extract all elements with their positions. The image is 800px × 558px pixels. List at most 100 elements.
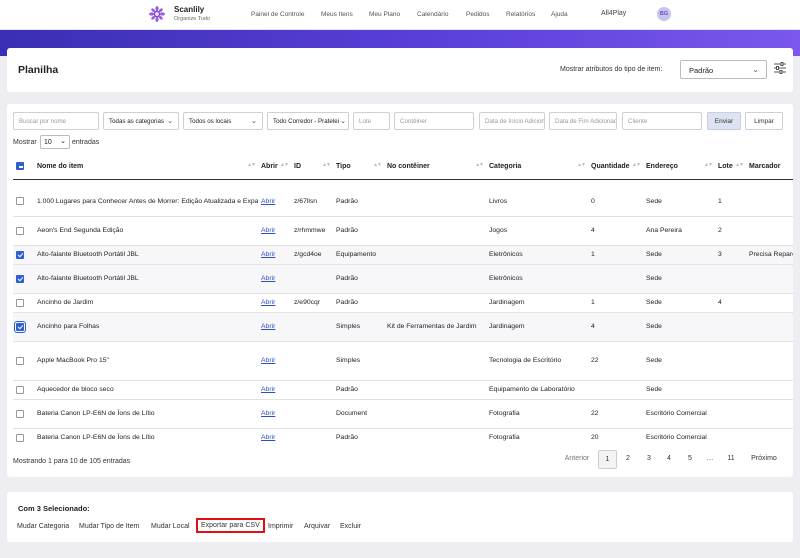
cell-name: Aeon's End Segunda Edição	[34, 216, 258, 246]
end-date-added-input[interactable]: Data de Fim Adicionado	[549, 112, 617, 130]
open-item-link[interactable]: Abrir	[261, 197, 276, 205]
select-all-checkbox[interactable]	[16, 162, 24, 171]
col-header-quantity[interactable]: Quantidade ▲▼	[588, 154, 643, 180]
col-header-container[interactable]: No contêiner ▲▼	[384, 154, 486, 180]
row-checkbox[interactable]	[16, 356, 24, 365]
cell-container	[384, 245, 486, 265]
table-row[interactable]: Aquecedor de bloco seco Abrir Padrão Equ…	[13, 380, 793, 400]
pagination-previous[interactable]: Anterior	[564, 455, 590, 462]
category-filter-select[interactable]: Todas as categorias ⌄	[103, 112, 179, 130]
table-row[interactable]: 1.000 Lugares para Conhecer Antes de Mor…	[13, 187, 793, 217]
cell-quantity: 20	[588, 428, 643, 442]
cell-quantity: 22	[588, 399, 643, 429]
pagination-page-1[interactable]: 1	[598, 450, 617, 469]
cell-category: Tecnologia de Escritório	[486, 341, 588, 381]
change-category-action[interactable]: Mudar Categoria	[17, 523, 70, 530]
open-item-link[interactable]: Abrir	[261, 227, 276, 234]
row-checkbox[interactable]	[16, 226, 24, 235]
entries-per-page-select[interactable]: 10 ⌄	[40, 135, 70, 149]
nav-link-my-plan[interactable]: Meu Plano	[369, 11, 401, 18]
open-item-link[interactable]: Abrir	[261, 299, 276, 306]
row-select-cell	[13, 341, 34, 381]
table-row[interactable]: Bateria Canon LP-E6N de Íons de Lítio Ab…	[13, 399, 793, 429]
client-input[interactable]: Cliente	[622, 112, 702, 130]
cell-quantity: 22	[588, 341, 643, 381]
pagination-page-4[interactable]: 4	[667, 455, 671, 462]
export-csv-action[interactable]: Exportar para CSV	[196, 518, 265, 533]
submit-button[interactable]: Enviar	[707, 112, 741, 130]
open-item-link[interactable]: Abrir	[261, 275, 276, 282]
scanlily-logo-icon[interactable]	[149, 6, 165, 22]
start-date-added-input[interactable]: Data de Início Adicionado	[479, 112, 545, 130]
row-checkbox[interactable]	[16, 197, 24, 206]
aisle-shelf-filter-select[interactable]: Todo Corredor - Pratelei ⌄	[267, 112, 349, 130]
pagination-page-3[interactable]: 3	[647, 455, 651, 462]
open-item-link[interactable]: Abrir	[261, 323, 276, 330]
table-row[interactable]: Bateria Canon LP-E6N de Íons de Lítio Ab…	[13, 428, 793, 442]
lot-input[interactable]: Lote	[353, 112, 390, 130]
nav-link-help[interactable]: Ajuda	[551, 11, 568, 18]
container-input[interactable]: Contêiner	[394, 112, 474, 130]
open-item-link[interactable]: Abrir	[261, 386, 276, 393]
row-checkbox[interactable]	[14, 320, 26, 333]
open-item-link[interactable]: Abrir	[261, 357, 276, 364]
account-name[interactable]: All4Play	[601, 10, 627, 17]
pagination-page-5[interactable]: 5	[688, 455, 692, 462]
col-header-id[interactable]: ID ▲▼	[291, 154, 333, 180]
table-row[interactable]: Alto-falante Bluetooth Portátil JBL Abri…	[13, 245, 793, 265]
cell-lot	[715, 341, 746, 381]
table-row[interactable]: Ancinho de Jardim Abrir z/e90cqr Padrão …	[13, 293, 793, 313]
row-checkbox[interactable]	[16, 250, 24, 259]
col-header-name[interactable]: Nome do item ▲▼	[34, 154, 258, 180]
delete-action[interactable]: Excluir	[340, 523, 362, 530]
table-row[interactable]: Aeon's End Segunda Edição Abrir z/rhmmwe…	[13, 216, 793, 246]
location-filter-select[interactable]: Todos os locais ⌄	[183, 112, 263, 130]
nav-link-reports[interactable]: Relatórios	[506, 11, 536, 18]
bulk-actions-card: Com 3 Selecionado: Mudar Categoria Mudar…	[7, 492, 793, 542]
print-action[interactable]: Imprimir	[268, 523, 294, 530]
cell-type: Padrão	[333, 216, 384, 246]
user-avatar[interactable]: BG	[657, 7, 671, 21]
archive-action[interactable]: Arquivar	[304, 523, 331, 530]
row-select-cell	[13, 216, 34, 246]
chevron-down-icon: ⌄	[752, 65, 759, 74]
cell-open: Abrir	[258, 312, 291, 342]
nav-link-my-items[interactable]: Meus Itens	[321, 11, 353, 18]
table-row[interactable]: Alto-falante Bluetooth Portátil JBL Abri…	[13, 264, 793, 294]
brand-name[interactable]: Scanlily	[174, 5, 205, 14]
row-checkbox[interactable]	[16, 433, 24, 442]
row-checkbox[interactable]	[16, 274, 24, 283]
table-row[interactable]: Apple MacBook Pro 15" Abrir Simples Tecn…	[13, 341, 793, 381]
search-by-name-input[interactable]: Buscar por nome	[13, 112, 99, 130]
table-row[interactable]: Ancinho para Folhas Abrir Simples Kit de…	[13, 312, 793, 342]
pagination-next[interactable]: Próximo	[751, 455, 777, 462]
cell-id: z/e90cqr	[291, 293, 333, 313]
col-header-open[interactable]: Abrir ▲▼	[258, 154, 291, 180]
change-item-type-action[interactable]: Mudar Tipo de Item	[79, 523, 140, 530]
open-item-link[interactable]: Abrir	[261, 434, 276, 441]
nav-link-dashboard[interactable]: Painel de Controle	[251, 11, 305, 18]
change-location-action[interactable]: Mudar Local	[151, 523, 190, 530]
item-type-select[interactable]: Padrão ⌄	[680, 60, 767, 79]
clear-button[interactable]: Limpar	[745, 112, 783, 130]
pagination-page-11[interactable]: 11	[727, 455, 735, 462]
cell-address: Sede	[643, 187, 715, 217]
nav-link-calendar[interactable]: Calendário	[417, 11, 449, 18]
row-checkbox[interactable]	[16, 298, 24, 307]
open-item-link[interactable]: Abrir	[261, 410, 276, 417]
col-header-lot[interactable]: Lote ▲▼	[715, 154, 746, 180]
pagination-page-2[interactable]: 2	[626, 455, 630, 462]
column-settings-icon[interactable]	[774, 61, 786, 75]
col-header-marker[interactable]: Marcador	[746, 154, 793, 180]
row-checkbox[interactable]	[16, 385, 24, 394]
open-item-link[interactable]: Abrir	[261, 251, 276, 258]
col-header-category[interactable]: Categoria ▲▼	[486, 154, 588, 180]
items-table-wrapper[interactable]: Nome do item ▲▼ Abrir ▲▼ ID ▲▼ Tipo ▲▼ No co…	[7, 154, 793, 442]
nav-link-orders[interactable]: Pedidos	[466, 11, 490, 18]
col-header-type[interactable]: Tipo ▲▼	[333, 154, 384, 180]
top-navbar: Scanlily Organize Tudo Painel de Control…	[0, 0, 800, 30]
row-checkbox[interactable]	[16, 409, 24, 418]
col-header-address[interactable]: Endereço ▲▼	[643, 154, 715, 180]
cell-lot	[715, 380, 746, 400]
cell-lot: 3	[715, 245, 746, 265]
